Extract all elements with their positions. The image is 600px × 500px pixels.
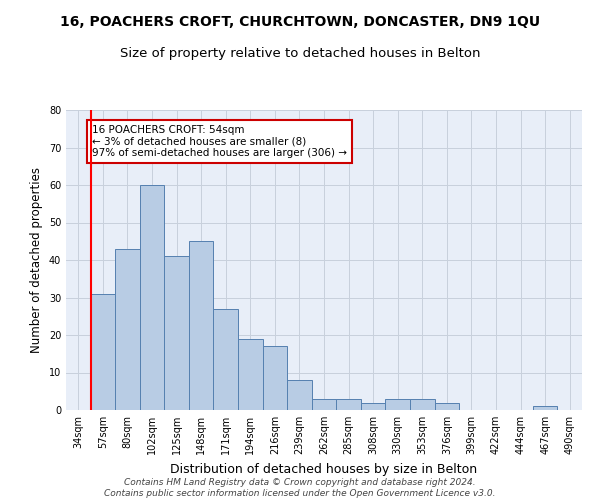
Text: 16 POACHERS CROFT: 54sqm
← 3% of detached houses are smaller (8)
97% of semi-det: 16 POACHERS CROFT: 54sqm ← 3% of detache… — [92, 125, 347, 158]
Bar — [385, 399, 410, 410]
Bar — [287, 380, 312, 410]
Text: Contains HM Land Registry data © Crown copyright and database right 2024.
Contai: Contains HM Land Registry data © Crown c… — [104, 478, 496, 498]
Y-axis label: Number of detached properties: Number of detached properties — [30, 167, 43, 353]
Bar — [91, 294, 115, 410]
X-axis label: Distribution of detached houses by size in Belton: Distribution of detached houses by size … — [170, 462, 478, 475]
Bar — [434, 402, 459, 410]
Bar — [140, 185, 164, 410]
Text: Size of property relative to detached houses in Belton: Size of property relative to detached ho… — [120, 48, 480, 60]
Bar — [238, 339, 263, 410]
Bar — [533, 406, 557, 410]
Text: 16, POACHERS CROFT, CHURCHTOWN, DONCASTER, DN9 1QU: 16, POACHERS CROFT, CHURCHTOWN, DONCASTE… — [60, 15, 540, 29]
Bar — [214, 308, 238, 410]
Bar — [336, 399, 361, 410]
Bar — [361, 402, 385, 410]
Bar — [410, 399, 434, 410]
Bar — [115, 248, 140, 410]
Bar — [263, 346, 287, 410]
Bar — [189, 242, 214, 410]
Bar — [164, 256, 189, 410]
Bar — [312, 399, 336, 410]
